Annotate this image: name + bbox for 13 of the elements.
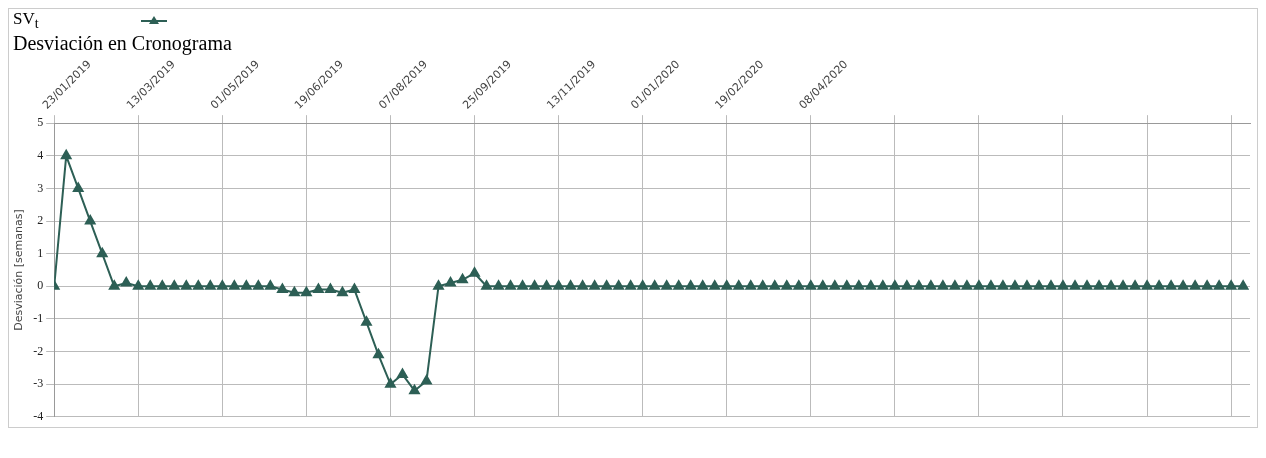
y-tick-label: 1	[37, 246, 44, 261]
y-axis-title: Desviación [semanas]	[12, 209, 26, 332]
y-tick-label: 2	[37, 213, 44, 228]
text: SV$_{t}$	[13, 9, 39, 32]
y-tick-label: 4	[37, 148, 44, 163]
y-tick-label: -4	[33, 409, 44, 424]
y-tick-label: -3	[33, 376, 44, 391]
y-tick-label: 0	[37, 278, 44, 293]
y-tick-label: -1	[33, 311, 44, 326]
y-tick-label: 5	[37, 115, 44, 130]
y-tick-label: -2	[33, 344, 44, 359]
y-tick-label: 3	[37, 180, 44, 195]
chart-title: Desviación en Cronograma	[12, 32, 233, 56]
